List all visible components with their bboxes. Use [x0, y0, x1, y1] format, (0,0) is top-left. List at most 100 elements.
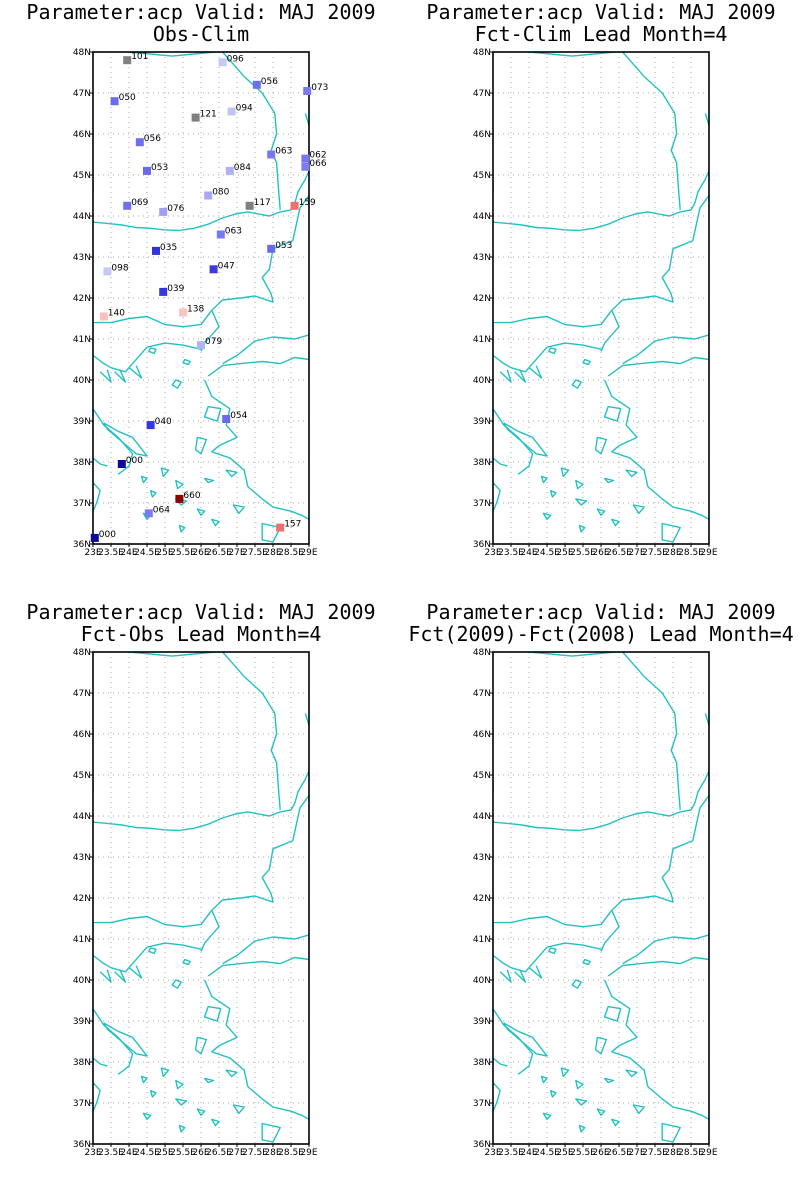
station-value-label: 073 [311, 83, 328, 93]
lat-tick-label: 39N [473, 1017, 491, 1027]
lon-tick-label: 29E [700, 548, 717, 558]
station-value-label: 053 [151, 163, 168, 173]
lat-tick-label: 37N [73, 1099, 91, 1109]
lon-tick-label: 24E [520, 548, 537, 558]
coastline [207, 956, 309, 977]
lat-tick-label: 46N [473, 130, 491, 140]
lat-tick-label: 48N [73, 48, 91, 58]
map-frame [492, 51, 710, 545]
lat-tick-label: 45N [73, 771, 91, 781]
station-value-label: 063 [225, 227, 242, 237]
coastline [93, 170, 309, 232]
coastline [99, 969, 112, 983]
coastline [622, 652, 681, 810]
coastline [222, 652, 281, 810]
coastline [493, 295, 674, 328]
lat-tick-label: 47N [473, 689, 491, 699]
lon-tick-label: 26.5E [206, 548, 232, 558]
coastline [622, 52, 681, 210]
island-outline [548, 347, 557, 355]
island-outline [548, 947, 557, 955]
island-outline [594, 436, 608, 455]
lat-tick-label: 42N [473, 294, 491, 304]
island-outline [540, 475, 548, 484]
station-marker [267, 244, 276, 253]
lat-tick-label: 47N [73, 689, 91, 699]
island-outline [575, 1079, 584, 1090]
lon-tick-label: 25E [556, 1148, 573, 1158]
station-marker [227, 107, 236, 116]
island-outline [225, 1069, 238, 1078]
island-outline [225, 469, 238, 478]
lat-tick-label: 38N [73, 458, 91, 468]
coastline-layer [93, 652, 309, 1143]
coastline [93, 942, 202, 973]
coastline [661, 195, 709, 303]
island-outline [560, 467, 570, 478]
island-outline [148, 947, 157, 955]
island-outline [171, 379, 182, 389]
station-marker [179, 308, 187, 317]
coastline [93, 770, 309, 832]
station-value-label: 064 [153, 505, 170, 515]
island-outline [632, 504, 645, 514]
island-outline [232, 1104, 245, 1114]
island-outline [203, 1005, 222, 1022]
coastline [528, 965, 543, 979]
lon-tick-label: 23E [84, 1148, 101, 1158]
island-outline [632, 1104, 645, 1114]
station-marker [175, 494, 184, 503]
station-marker [99, 312, 108, 321]
lon-tick-label: 23E [484, 548, 501, 558]
island-outline [571, 379, 582, 389]
station-value-label: 084 [234, 163, 251, 173]
station-value-label: 098 [111, 263, 128, 273]
station-value-label: 056 [261, 77, 278, 87]
island-outline [611, 518, 620, 527]
station-value-label: 063 [275, 147, 292, 157]
station-marker [152, 246, 160, 255]
lon-tick-label: 26.5E [606, 1148, 632, 1158]
lon-tick-label: 26E [192, 1148, 209, 1158]
island-outline [175, 479, 184, 490]
lon-tick-label: 27.5E [242, 1148, 268, 1158]
lon-tick-label: 29E [300, 1148, 317, 1158]
station-marker [197, 341, 205, 350]
coastline [93, 295, 274, 328]
lon-tick-label: 28.5E [678, 1148, 704, 1158]
coastline [128, 652, 216, 657]
station-value-label: 062 [309, 151, 326, 161]
lon-tick-label: 24E [120, 1148, 137, 1158]
station-marker [290, 201, 299, 210]
coastline [261, 795, 309, 903]
lon-tick-label: 26.5E [606, 548, 632, 558]
lat-tick-label: 45N [73, 171, 91, 181]
station-marker [146, 421, 155, 430]
island-outline [194, 1036, 208, 1055]
lon-tick-label: 24.5E [534, 548, 560, 558]
lon-tick-label: 28E [264, 1148, 281, 1158]
lon-tick-label: 25E [556, 548, 573, 558]
coastline [622, 934, 709, 965]
coastline [114, 369, 127, 383]
coastline [528, 365, 543, 379]
coastline [200, 910, 220, 952]
lon-tick-label: 23.5E [498, 548, 524, 558]
lat-tick-label: 46N [73, 130, 91, 140]
lon-tick-label: 27E [628, 1148, 645, 1158]
coastline [114, 969, 127, 983]
station-value-label: 159 [299, 198, 316, 208]
station-value-label: 138 [187, 304, 204, 314]
island-outline [625, 1069, 638, 1078]
coastline [93, 1008, 134, 1075]
lon-tick-label: 23.5E [498, 1148, 524, 1158]
coastline [103, 1022, 148, 1057]
island-outline [578, 524, 586, 533]
lat-tick-label: 43N [473, 253, 491, 263]
station-value-label: 069 [131, 198, 148, 208]
lon-tick-label: 25E [156, 1148, 173, 1158]
island-outline [196, 1108, 206, 1116]
island-outline [661, 522, 681, 543]
station-marker [144, 509, 153, 518]
